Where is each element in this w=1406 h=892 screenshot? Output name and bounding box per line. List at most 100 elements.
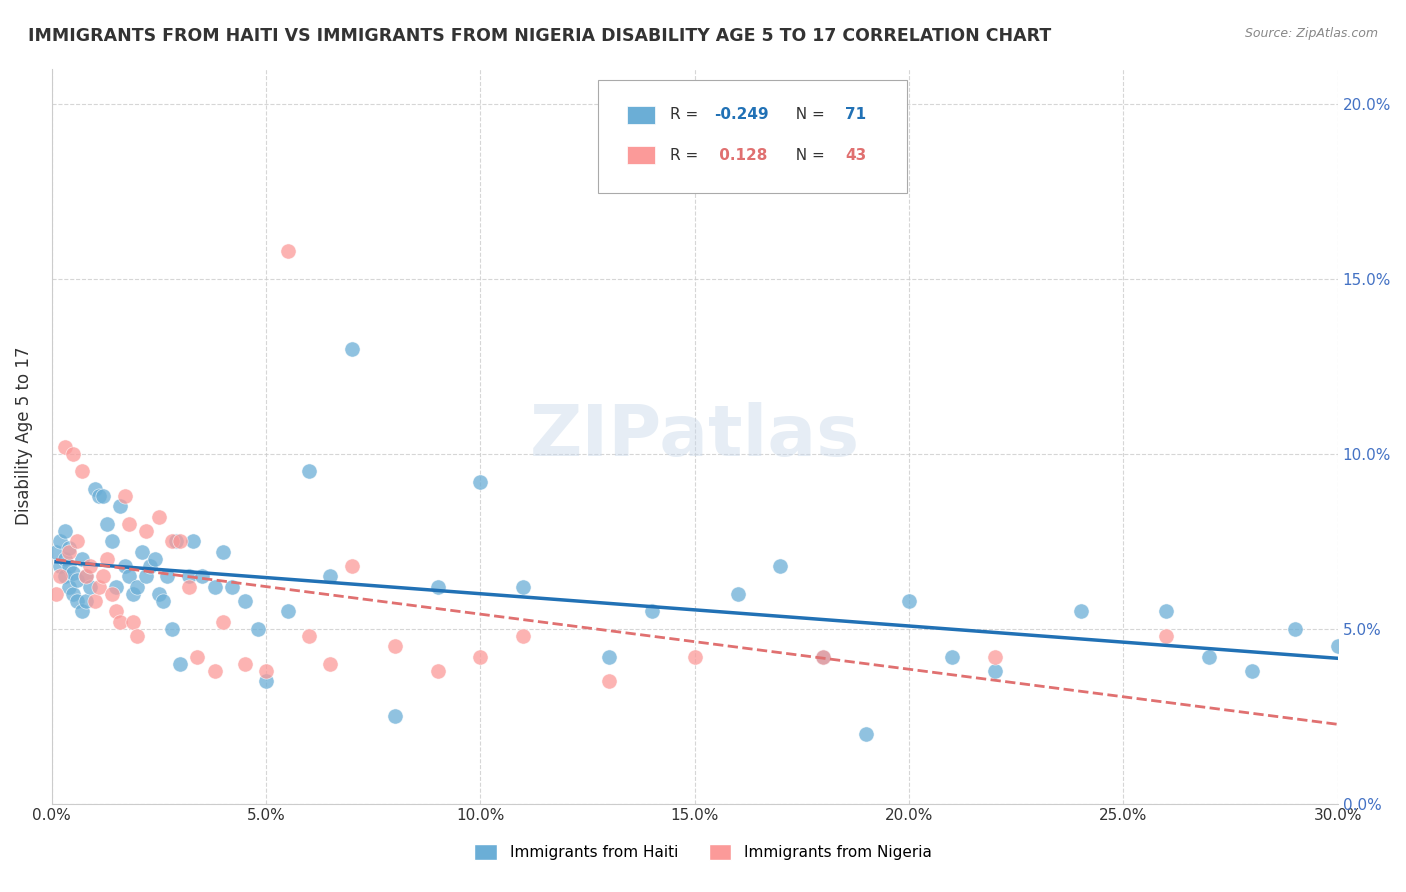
FancyBboxPatch shape — [627, 106, 655, 124]
Point — [813, 649, 835, 664]
Point — [941, 649, 963, 664]
Point — [49, 569, 72, 583]
Point — [96, 551, 118, 566]
Point — [45, 586, 67, 600]
Text: IMMIGRANTS FROM HAITI VS IMMIGRANTS FROM NIGERIA DISABILITY AGE 5 TO 17 CORRELAT: IMMIGRANTS FROM HAITI VS IMMIGRANTS FROM… — [28, 27, 1052, 45]
Point — [426, 664, 449, 678]
Text: 71: 71 — [845, 107, 866, 122]
Point — [53, 569, 76, 583]
Point — [512, 629, 534, 643]
Point — [75, 593, 97, 607]
Text: Source: ZipAtlas.com: Source: ZipAtlas.com — [1244, 27, 1378, 40]
Text: N =: N = — [786, 148, 830, 162]
Point — [83, 482, 105, 496]
Point — [79, 580, 101, 594]
Point — [221, 580, 243, 594]
Point — [204, 580, 226, 594]
Point — [114, 558, 136, 573]
Point — [641, 604, 664, 618]
Point — [384, 709, 406, 723]
Point — [769, 558, 792, 573]
Point — [70, 604, 93, 618]
Point — [470, 475, 492, 489]
Point — [139, 558, 162, 573]
Point — [49, 534, 72, 549]
Text: ZIPatlas: ZIPatlas — [530, 401, 860, 471]
Point — [100, 586, 122, 600]
Point — [122, 586, 145, 600]
Point — [58, 541, 80, 555]
Point — [319, 569, 342, 583]
Point — [91, 489, 114, 503]
Point — [127, 580, 149, 594]
Point — [70, 551, 93, 566]
Text: R =: R = — [671, 107, 703, 122]
Point — [53, 551, 76, 566]
Point — [512, 580, 534, 594]
Point — [160, 534, 183, 549]
Point — [148, 509, 170, 524]
Point — [53, 524, 76, 538]
Point — [470, 649, 492, 664]
Point — [1198, 649, 1220, 664]
Point — [384, 639, 406, 653]
Point — [298, 629, 321, 643]
Point — [340, 558, 363, 573]
Legend: Immigrants from Haiti, Immigrants from Nigeria: Immigrants from Haiti, Immigrants from N… — [468, 838, 938, 866]
Point — [118, 569, 141, 583]
Point — [105, 580, 128, 594]
FancyBboxPatch shape — [599, 79, 907, 194]
Point — [118, 516, 141, 531]
Point — [181, 534, 204, 549]
Point — [855, 726, 877, 740]
Text: 43: 43 — [845, 148, 866, 162]
Point — [1156, 604, 1178, 618]
Point — [186, 649, 208, 664]
Point — [276, 604, 298, 618]
Point — [58, 544, 80, 558]
Point — [105, 604, 128, 618]
Point — [276, 244, 298, 258]
Point — [87, 489, 110, 503]
Point — [110, 499, 132, 513]
Point — [1156, 629, 1178, 643]
Point — [204, 664, 226, 678]
Text: N =: N = — [786, 107, 830, 122]
Point — [152, 593, 174, 607]
Point — [177, 569, 200, 583]
Point — [122, 615, 145, 629]
Point — [66, 534, 89, 549]
Point — [598, 674, 620, 689]
Point — [1240, 664, 1263, 678]
Point — [96, 516, 118, 531]
Point — [340, 342, 363, 356]
Point — [66, 593, 89, 607]
Point — [100, 534, 122, 549]
Point — [75, 569, 97, 583]
Point — [110, 615, 132, 629]
Point — [75, 569, 97, 583]
Point — [114, 489, 136, 503]
FancyBboxPatch shape — [627, 146, 655, 164]
Point — [727, 586, 749, 600]
Point — [246, 622, 269, 636]
Point — [254, 664, 277, 678]
Point — [212, 544, 235, 558]
Point — [135, 524, 157, 538]
Point — [66, 573, 89, 587]
Text: 0.128: 0.128 — [714, 148, 768, 162]
Point — [160, 622, 183, 636]
Point — [683, 649, 706, 664]
Text: -0.249: -0.249 — [714, 107, 769, 122]
Point — [1326, 639, 1348, 653]
Point — [233, 593, 256, 607]
Point — [143, 551, 166, 566]
Point — [62, 586, 84, 600]
Point — [298, 464, 321, 478]
Point — [58, 558, 80, 573]
Point — [177, 580, 200, 594]
Point — [83, 593, 105, 607]
Point — [169, 657, 191, 671]
Point — [62, 566, 84, 580]
Point — [62, 446, 84, 460]
